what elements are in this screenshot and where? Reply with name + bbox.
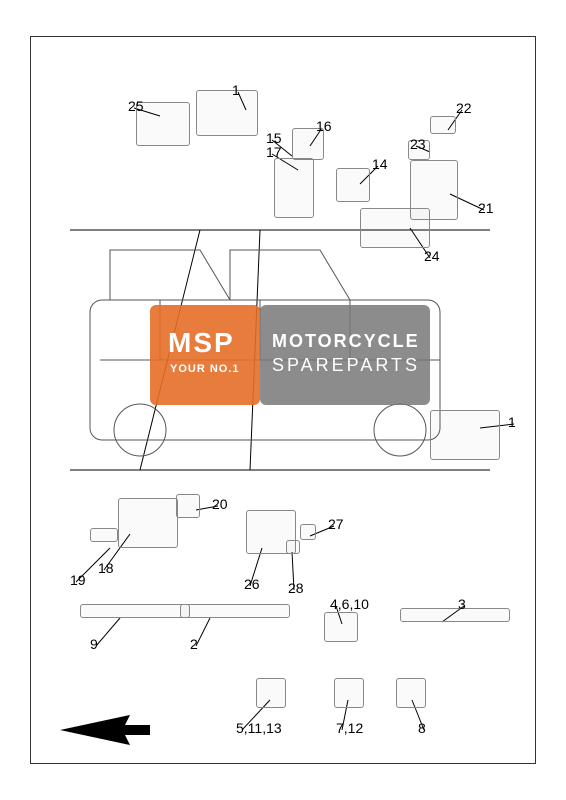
callout-24: 24 [424,248,440,264]
tie-9 [80,604,190,618]
callout-25: 25 [128,98,144,114]
clamp-4610 [324,612,358,642]
callout-8: 8 [418,720,426,736]
callout-9: 9 [90,636,98,652]
tie-3 [400,608,510,622]
tie-2 [180,604,290,618]
bolt-19 [90,528,118,542]
clip-51113 [256,678,286,708]
callout-20: 20 [212,496,228,512]
callout-26: 26 [244,576,260,592]
callout-19: 19 [70,572,86,588]
callout-14: 14 [372,156,388,172]
callout-1a: 1 [232,82,240,98]
callout-3: 3 [458,596,466,612]
callout-17: 17 [266,144,282,160]
callout-22: 22 [456,100,472,116]
plug-14 [336,168,370,202]
nut-27 [300,524,316,540]
callout-23: 23 [410,136,426,152]
harness-24 [360,208,430,248]
callout-16: 16 [316,118,332,134]
callout-4610: 4,6,10 [330,596,369,612]
callout-1b: 1 [508,414,516,430]
connector-1b [430,410,500,460]
module-25 [136,102,190,146]
callout-21: 21 [478,200,494,216]
callout-2: 2 [190,636,198,652]
washer-28 [286,540,300,554]
switch-body-15 [274,158,314,218]
clip-8 [396,678,426,708]
callout-18: 18 [98,560,114,576]
callout-712: 7,12 [336,720,363,736]
callout-51113: 5,11,13 [236,720,282,736]
connector-1a [196,90,258,136]
bracket-20 [176,494,200,518]
callout-27: 27 [328,516,344,532]
clip-712 [334,678,364,708]
ring-22 [430,116,456,134]
direction-arrow [60,715,150,745]
callout-28: 28 [288,580,304,596]
horn-18 [118,498,178,548]
